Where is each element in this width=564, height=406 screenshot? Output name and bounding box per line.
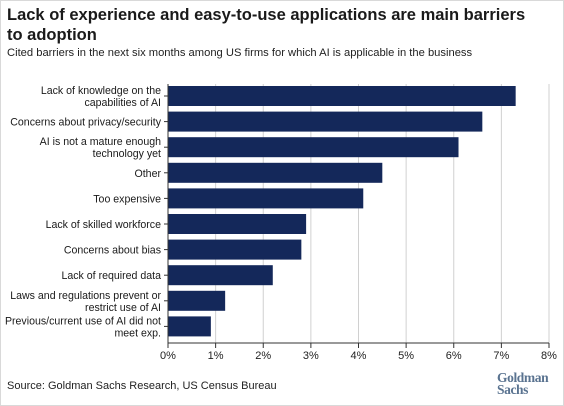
category-label: technology yet <box>93 148 161 160</box>
bar <box>168 86 516 106</box>
bar <box>168 188 364 209</box>
logo-line-2: Sachs <box>497 382 529 397</box>
category-label: Other <box>135 168 162 180</box>
category-label: Previous/current use of AI did not <box>5 315 161 327</box>
category-label: Lack of skilled workforce <box>46 219 162 231</box>
bar <box>168 290 226 311</box>
x-tick-label: 1% <box>208 350 224 362</box>
bar <box>168 265 273 286</box>
goldman-sachs-logo: Goldman Sachs <box>497 370 559 397</box>
category-label: Concerns about privacy/security <box>10 117 161 129</box>
x-tick-label: 7% <box>493 350 509 362</box>
bar <box>168 239 302 260</box>
x-tick-label: 4% <box>351 350 367 362</box>
category-label: Lack of required data <box>61 270 161 282</box>
bar <box>168 214 307 234</box>
category-label: AI is not a mature enough <box>40 136 161 148</box>
bar <box>168 137 459 158</box>
category-label: restrict use of AI <box>85 302 161 314</box>
logo-line-1: Goldman <box>497 370 549 385</box>
x-tick-label: 5% <box>398 350 414 362</box>
chart-title: Lack of experience and easy-to-use appli… <box>7 6 526 44</box>
x-tick-label: 3% <box>303 350 319 362</box>
x-tick-label: 2% <box>255 350 271 362</box>
category-label: Concerns about bias <box>64 245 161 257</box>
category-label: meet exp. <box>114 327 161 339</box>
category-label: Laws and regulations prevent or <box>10 290 161 302</box>
source-note: Source: Goldman Sachs Research, US Censu… <box>7 380 277 392</box>
bar <box>168 111 483 132</box>
category-label: Too expensive <box>93 193 161 205</box>
category-label: capabilities of AI <box>84 97 161 109</box>
category-label: Lack of knowledge on the <box>41 85 161 97</box>
chart-subtitle: Cited barriers in the next six months am… <box>7 47 473 59</box>
bar <box>168 162 383 183</box>
bar <box>168 316 211 337</box>
x-tick-label: 6% <box>446 350 462 362</box>
x-tick-label: 8% <box>541 350 557 362</box>
x-tick-label: 0% <box>160 350 176 362</box>
